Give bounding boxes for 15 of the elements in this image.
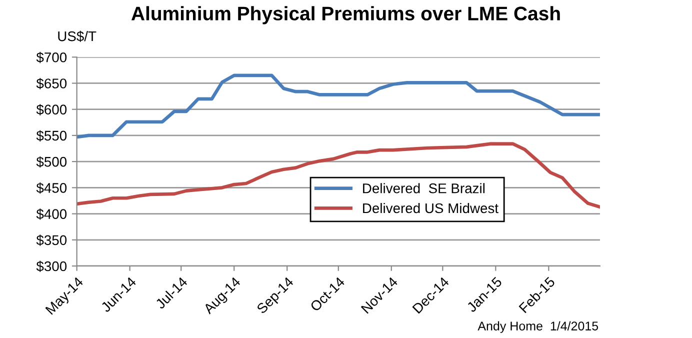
y-tick-label: $550 xyxy=(36,130,67,142)
y-tick-label: $500 xyxy=(36,156,67,168)
y-tick-label: $450 xyxy=(36,182,67,194)
line-series xyxy=(76,74,600,139)
y-tick-label: $600 xyxy=(36,104,67,116)
y-tick-label: $700 xyxy=(36,52,67,64)
text: Andy Home 1/4/2015 xyxy=(478,321,598,333)
y-axis-title: US$/T xyxy=(58,30,96,42)
y-tick-label: $400 xyxy=(36,208,67,220)
y-tick-label: $300 xyxy=(36,260,67,272)
chart-title: Aluminium Physical Premiums over LME Cash xyxy=(131,6,560,24)
y-tick-label: $650 xyxy=(36,78,67,90)
legend-label: Delivered US Midwest xyxy=(363,202,498,214)
y-tick-label: $350 xyxy=(36,234,67,246)
legend-label: Delivered SE Brazil xyxy=(363,183,484,194)
